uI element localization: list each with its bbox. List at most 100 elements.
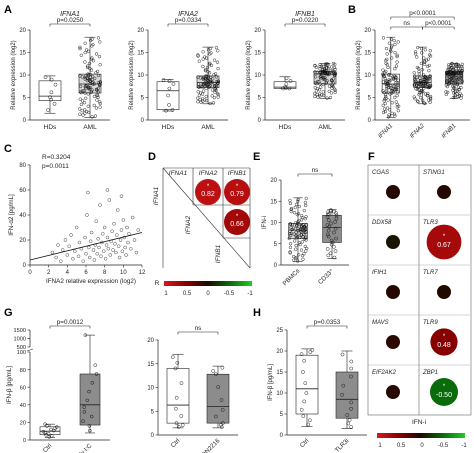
A2-data-point bbox=[212, 95, 216, 100]
C-data-point bbox=[118, 238, 123, 242]
B-data-point bbox=[388, 83, 393, 88]
A3-data-point bbox=[333, 67, 337, 71]
A2-data-point bbox=[196, 96, 200, 100]
E-data-point bbox=[304, 215, 308, 219]
B-data-point bbox=[393, 67, 397, 71]
A2-data-point bbox=[204, 74, 209, 79]
C-data-point bbox=[130, 215, 135, 220]
B-data-point bbox=[453, 70, 457, 74]
C-data-point bbox=[129, 247, 133, 251]
B-data-point bbox=[427, 53, 432, 57]
E-data-point bbox=[296, 259, 300, 263]
A3-ytick-label: 20 bbox=[254, 28, 261, 34]
A1-ylabel: Relative expression (log2) bbox=[11, 40, 17, 109]
A2-data-point bbox=[216, 79, 220, 83]
A1-data-point bbox=[90, 115, 94, 119]
C-data-point bbox=[104, 243, 109, 247]
A1-data-point bbox=[81, 89, 85, 93]
A2-data-point bbox=[212, 73, 216, 77]
A3-data-point bbox=[331, 77, 335, 81]
A1-data-point bbox=[78, 74, 82, 78]
B-ns-label: ns bbox=[403, 20, 410, 27]
E-data-point bbox=[326, 234, 331, 239]
B-data-point bbox=[418, 76, 422, 80]
B-data-point bbox=[394, 87, 398, 91]
E-data-point bbox=[333, 226, 338, 231]
B-pvalue-outer-label: p<0.0001 bbox=[409, 10, 436, 17]
D-label-diag: IFNA2 bbox=[185, 215, 192, 234]
panel-letter-c: C bbox=[4, 143, 12, 155]
A2-data-point bbox=[214, 45, 219, 50]
B-data-point bbox=[419, 81, 423, 85]
C-xtick-label: 10 bbox=[120, 270, 127, 276]
B-data-point bbox=[412, 95, 416, 99]
B-data-point bbox=[392, 38, 396, 43]
E-data-point bbox=[329, 208, 333, 212]
E-data-point bbox=[300, 218, 304, 222]
A1-data-point bbox=[85, 48, 89, 52]
G2-data-point bbox=[176, 425, 181, 429]
A2-category-label: AML bbox=[201, 124, 215, 131]
C-data-point bbox=[54, 255, 58, 260]
B-data-point bbox=[395, 60, 399, 64]
C-data-point bbox=[97, 245, 101, 250]
C-data-point bbox=[73, 249, 77, 253]
B-data-point bbox=[391, 75, 395, 79]
A2-data-point bbox=[201, 75, 206, 79]
B-data-point bbox=[384, 93, 388, 97]
C-data-point bbox=[117, 255, 122, 260]
C-data-point bbox=[96, 237, 100, 241]
G2-data-point bbox=[220, 408, 225, 412]
C-data-point bbox=[85, 213, 89, 217]
B-data-point bbox=[422, 59, 427, 63]
B-data-point bbox=[427, 84, 431, 88]
B-data-point bbox=[454, 66, 458, 71]
panel-letter-b: B bbox=[348, 4, 356, 16]
A1-data-point bbox=[88, 67, 92, 71]
A1-data-point bbox=[94, 87, 99, 92]
E-data-point bbox=[325, 210, 330, 215]
A3-data-point bbox=[318, 67, 322, 71]
B-data-point bbox=[423, 101, 427, 106]
C-data-point bbox=[95, 252, 99, 256]
E-ns-label: ns bbox=[312, 167, 319, 174]
heatmap-d-legend-bar bbox=[164, 281, 252, 286]
C-data-point bbox=[87, 245, 91, 250]
B-data-point bbox=[428, 96, 433, 100]
A1-data-point bbox=[96, 36, 101, 40]
C-data-point bbox=[132, 238, 137, 242]
E-ytick-label: 15 bbox=[270, 199, 277, 205]
D-cell-value: 0.66 bbox=[230, 221, 244, 228]
A1-ytick-label: 15 bbox=[19, 51, 26, 57]
D-cell-value: 0.82 bbox=[201, 191, 215, 198]
B-data-point bbox=[395, 102, 399, 107]
B-data-point bbox=[428, 74, 432, 78]
A3-pvalue-label: p=0.0220 bbox=[292, 17, 319, 24]
A2-data-point bbox=[210, 94, 214, 98]
A2-data-point bbox=[216, 66, 220, 71]
C-data-point bbox=[112, 222, 116, 226]
A2-data-point bbox=[208, 47, 212, 51]
A3-data-point bbox=[321, 82, 325, 87]
G1-data-point bbox=[85, 398, 90, 403]
E-data-point bbox=[296, 212, 301, 216]
B-data-point bbox=[424, 58, 429, 62]
G2-box bbox=[166, 368, 190, 424]
F-heatmap-cell bbox=[386, 335, 400, 349]
B-data-point bbox=[444, 90, 448, 94]
A1-data-point bbox=[78, 107, 82, 111]
G1-data-point bbox=[82, 405, 86, 409]
C-data-point bbox=[98, 203, 102, 207]
G2-ytick-label: 20 bbox=[147, 338, 154, 344]
A1-data-point bbox=[96, 81, 101, 85]
C-data-point bbox=[84, 252, 88, 256]
C-fit-line bbox=[29, 232, 143, 261]
A1-data-point bbox=[95, 94, 100, 98]
C-data-point bbox=[71, 257, 75, 261]
E-data-point bbox=[296, 227, 300, 231]
G2-ns-label: ns bbox=[195, 325, 202, 332]
E-data-point bbox=[297, 204, 301, 209]
E-data-point bbox=[304, 203, 308, 208]
A2-data-point bbox=[202, 89, 206, 93]
B-data-point bbox=[387, 77, 391, 82]
